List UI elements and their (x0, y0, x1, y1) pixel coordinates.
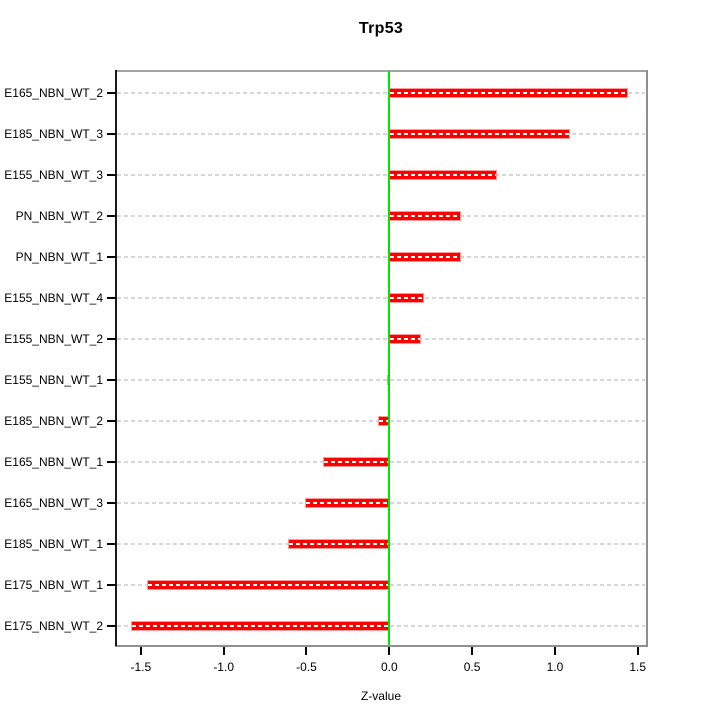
row-gridline (117, 215, 645, 217)
y-axis-label: E165_NBN_WT_1 (4, 455, 103, 469)
bar (130, 621, 390, 631)
bar-dash-overlay (390, 297, 424, 299)
y-axis-tick (107, 584, 116, 586)
y-axis-label: E175_NBN_WT_1 (4, 578, 103, 592)
bar (389, 334, 421, 344)
y-axis-tick (107, 461, 116, 463)
x-axis-tick (139, 647, 142, 655)
y-axis-tick (107, 215, 116, 217)
row-gridline (117, 297, 645, 299)
x-axis-tick (471, 647, 474, 655)
bar-dash-overlay (390, 92, 627, 94)
y-axis-label: PN_NBN_WT_2 (15, 209, 103, 223)
y-axis-tick (107, 297, 116, 299)
plot-border-bottom (115, 645, 647, 647)
y-axis-tick (107, 92, 116, 94)
chart-title: Trp53 (358, 20, 404, 37)
bar-dash-overlay (390, 256, 460, 258)
bar (323, 457, 390, 467)
x-axis-tick (553, 647, 556, 655)
bar (389, 129, 570, 139)
bar-dash-overlay (305, 502, 389, 504)
bar (288, 539, 390, 549)
bar (389, 293, 425, 303)
row-gridline (117, 92, 645, 94)
x-axis-tick (636, 647, 639, 655)
bar-dash-overlay (148, 584, 389, 586)
x-axis-tick-label: -0.5 (296, 660, 317, 674)
bar-dash-overlay (378, 420, 389, 422)
x-axis-tick-label: 1.0 (546, 660, 564, 674)
x-axis-tick-label: 1.5 (629, 660, 647, 674)
row-gridline (117, 256, 645, 258)
bar-dash-overlay (131, 625, 389, 627)
y-axis-label: E155_NBN_WT_4 (4, 291, 103, 305)
bar-dash-overlay (390, 215, 460, 217)
bar (304, 498, 390, 508)
bar-dash-overlay (324, 461, 389, 463)
y-axis-label: E165_NBN_WT_2 (4, 86, 103, 100)
plot-border-top (115, 70, 648, 72)
y-axis-label: E185_NBN_WT_2 (4, 414, 103, 428)
zero-reference-line (388, 71, 391, 645)
row-gridline (117, 174, 645, 176)
y-axis-tick (107, 174, 116, 176)
x-axis-tick-label: -1.0 (213, 660, 234, 674)
plot-border-right (646, 70, 648, 647)
y-axis-label: E155_NBN_WT_1 (4, 373, 103, 387)
y-axis-label: E155_NBN_WT_3 (4, 168, 103, 182)
x-axis-title: Z-value (360, 689, 401, 703)
y-axis-tick (107, 543, 116, 545)
bar-dash-overlay (390, 133, 569, 135)
bar (389, 88, 628, 98)
x-axis-tick-label: 0.5 (463, 660, 481, 674)
y-axis-label: E175_NBN_WT_2 (4, 619, 103, 633)
y-axis-label: E185_NBN_WT_1 (4, 537, 103, 551)
y-axis-tick (107, 256, 116, 258)
row-gridline (117, 133, 645, 135)
bar (389, 170, 497, 180)
bar (389, 252, 461, 262)
row-gridline (117, 338, 645, 340)
y-axis-tick (107, 338, 116, 340)
y-axis-tick (107, 625, 116, 627)
x-axis-tick-label: 0.0 (380, 660, 398, 674)
y-axis-tick (107, 502, 116, 504)
bar-dash-overlay (390, 338, 420, 340)
bar-dash-overlay (390, 174, 496, 176)
x-axis-tick-label: -1.5 (130, 660, 152, 674)
y-axis-label: E185_NBN_WT_3 (4, 127, 103, 141)
bar-dash-overlay (289, 543, 389, 545)
y-axis-tick (107, 420, 116, 422)
row-gridline (117, 379, 645, 381)
y-axis-label: E155_NBN_WT_2 (4, 332, 103, 346)
y-axis-tick (107, 379, 116, 381)
x-axis-tick (305, 647, 308, 655)
y-axis-label: PN_NBN_WT_1 (15, 250, 103, 264)
x-axis-tick (388, 647, 391, 655)
x-axis-tick (222, 647, 225, 655)
bar (389, 211, 461, 221)
y-axis-line (115, 70, 117, 646)
y-axis-label: E165_NBN_WT_3 (4, 496, 103, 510)
bar (147, 580, 390, 590)
y-axis-tick (107, 133, 116, 135)
